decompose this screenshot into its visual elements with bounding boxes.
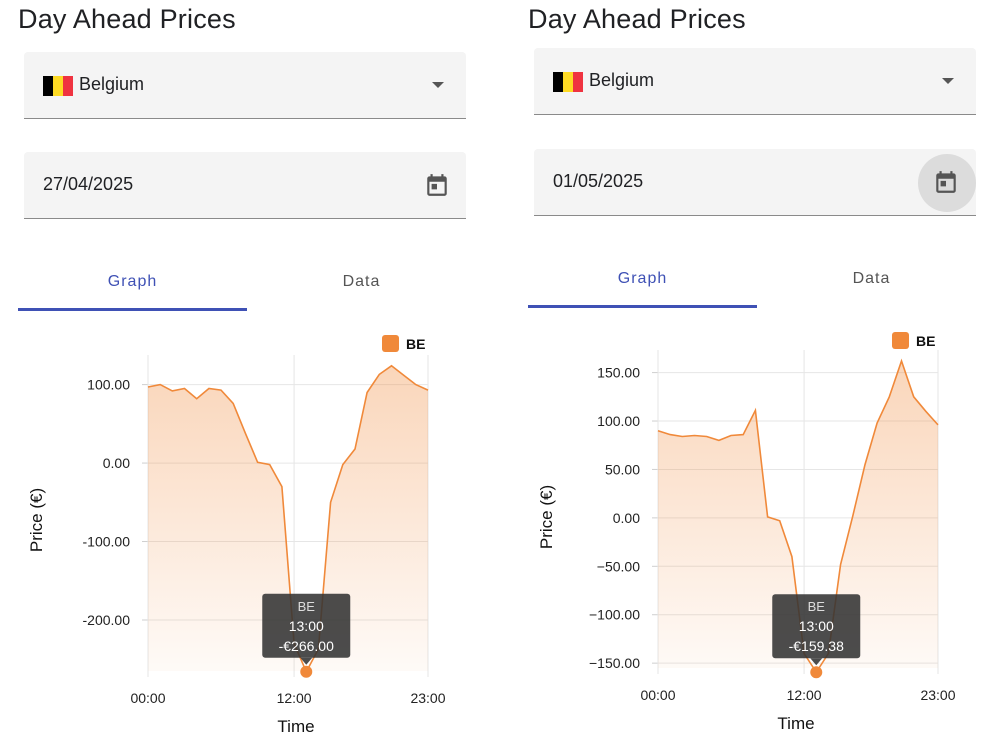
y-tick-label: 0.00 [103, 455, 130, 471]
legend-swatch-be [382, 335, 399, 352]
calendar-icon[interactable] [933, 169, 959, 195]
tooltip-series: BE [298, 599, 316, 614]
legend-label-be: BE [916, 333, 935, 349]
x-tick-label: 00:00 [640, 687, 675, 703]
tab-data[interactable]: Data [852, 270, 891, 287]
page-title: Day Ahead Prices [18, 4, 236, 34]
tab-bar: Graph Data [18, 258, 476, 312]
tooltip-price: -€266.00 [279, 638, 334, 654]
x-tick-label: 23:00 [410, 690, 445, 706]
tab-graph[interactable]: Graph [617, 270, 668, 287]
chevron-down-icon[interactable] [942, 78, 954, 84]
highlight-point [810, 666, 823, 679]
y-axis-label: Price (€) [27, 488, 46, 552]
y-tick-label: 50.00 [605, 461, 640, 477]
legend-label-be: BE [406, 336, 425, 352]
tooltip-box [262, 593, 351, 658]
tooltip-pointer [810, 658, 823, 666]
y-tick-label: −50.00 [597, 558, 640, 574]
y-tick-label: -100.00 [83, 534, 131, 550]
country-select[interactable]: Belgium [24, 52, 466, 119]
x-tick-label: 00:00 [130, 690, 165, 706]
x-axis-label: Time [277, 717, 314, 736]
y-tick-label: −150.00 [589, 655, 640, 671]
y-tick-label: 150.00 [597, 365, 640, 381]
series-line-be [147, 364, 429, 674]
belgium-flag-icon [43, 76, 73, 96]
tooltip-box [772, 594, 861, 659]
tooltip-time: 13:00 [799, 618, 834, 634]
x-tick-label: 12:00 [787, 687, 822, 703]
tab-active-indicator [528, 305, 757, 308]
y-tick-label: -200.00 [83, 612, 131, 628]
y-tick-label: 100.00 [87, 377, 130, 393]
calendar-button-hover[interactable] [918, 149, 976, 216]
legend-swatch-be [892, 332, 909, 349]
date-field-value: 01/05/2025 [553, 171, 644, 191]
price-chart[interactable]: 150.00 100.00 50.00 0.00 −50.00 −100.00 −150.0… [510, 322, 990, 751]
panel-left: Day Ahead Prices Belgium 27/04/2025 Grap… [0, 0, 480, 754]
tooltip-time: 13:00 [289, 618, 324, 634]
price-chart[interactable]: 100.00 0.00 -100.00 -200.00 00:00 12:00 23:00 T… [0, 325, 480, 754]
tooltip-pointer [300, 657, 313, 665]
panel-right: Day Ahead Prices Belgium 01/05/2025 Grap… [510, 0, 990, 754]
date-field-value: 27/04/2025 [43, 174, 134, 194]
highlight-point [300, 665, 313, 678]
date-field[interactable]: 27/04/2025 [24, 152, 466, 219]
series-area-be [658, 361, 938, 673]
y-tick-label: 100.00 [597, 413, 640, 429]
country-select-value: Belgium [589, 70, 655, 90]
tooltip-series: BE [808, 599, 826, 614]
tab-bar: Graph Data [528, 255, 986, 309]
x-tick-label: 23:00 [920, 687, 955, 703]
calendar-icon[interactable] [424, 172, 450, 198]
date-field[interactable]: 01/05/2025 [534, 149, 976, 216]
country-select[interactable]: Belgium [534, 48, 976, 115]
y-axis-label: Price (€) [537, 485, 556, 549]
tab-data[interactable]: Data [342, 273, 381, 290]
page-title: Day Ahead Prices [528, 4, 746, 34]
x-axis-label: Time [777, 714, 814, 733]
x-tick-label: 12:00 [277, 690, 312, 706]
series-area-be [148, 365, 428, 672]
tab-active-indicator [18, 308, 247, 311]
country-select-value: Belgium [79, 74, 145, 94]
tab-graph[interactable]: Graph [107, 273, 158, 290]
chevron-down-icon[interactable] [432, 82, 444, 88]
y-tick-label: −100.00 [589, 607, 640, 623]
y-tick-label: 0.00 [613, 510, 640, 526]
belgium-flag-icon [553, 72, 583, 92]
tooltip-price: -€159.38 [789, 638, 844, 654]
